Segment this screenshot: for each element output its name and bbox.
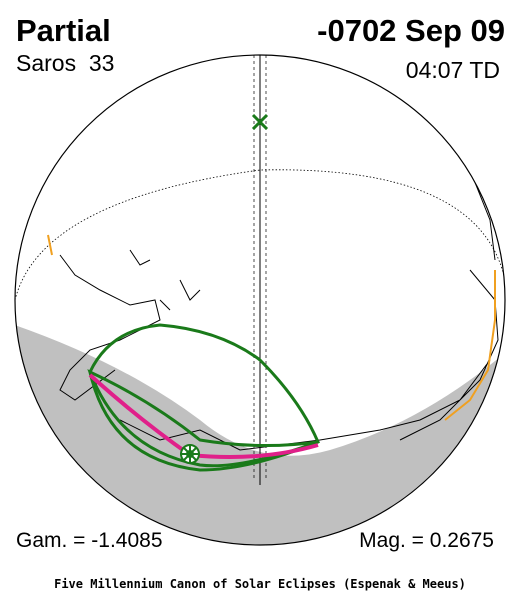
globe-outline bbox=[14, 54, 506, 546]
greatest-eclipse-marker bbox=[180, 444, 200, 464]
coastlines bbox=[59, 129, 499, 451]
sub-solar-marker bbox=[251, 113, 269, 131]
penumbra-outer bbox=[88, 323, 320, 472]
credit: Five Millennium Canon of Solar Eclipses … bbox=[54, 577, 466, 591]
gamma: Gam. = -1.4085 bbox=[16, 529, 163, 552]
eclipse-type: Partial bbox=[16, 13, 111, 48]
penumbra-inner bbox=[87, 369, 319, 468]
magnitude: Mag. = 0.2675 bbox=[359, 529, 494, 552]
eclipse-date: -0702 Sep 09 bbox=[317, 13, 505, 48]
time: 04:07 TD bbox=[406, 57, 500, 83]
saros: Saros 33 bbox=[16, 50, 114, 76]
